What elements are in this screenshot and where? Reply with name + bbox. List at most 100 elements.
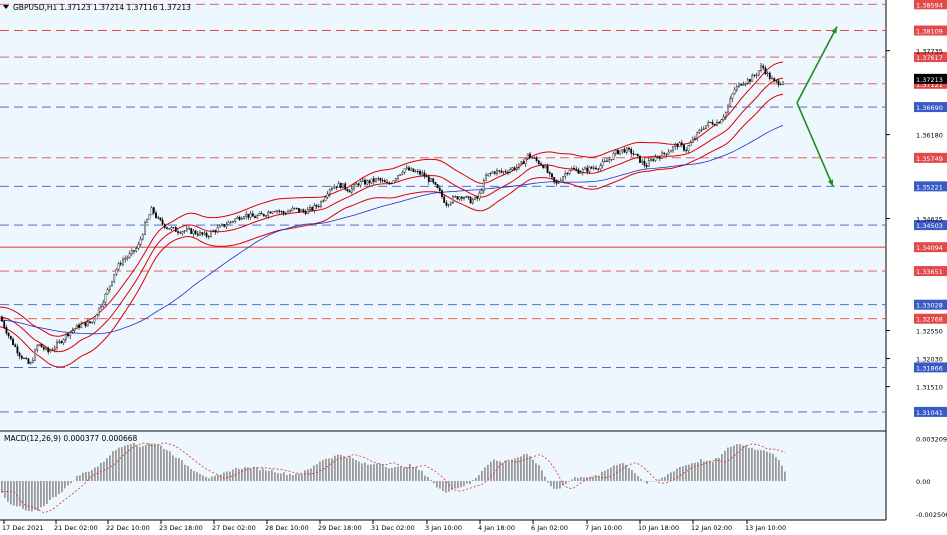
candle-body (212, 230, 215, 232)
macd-bar (325, 458, 327, 481)
candle-body (234, 218, 237, 222)
candle-body (592, 167, 595, 169)
macd-bar (37, 480, 39, 511)
macd-bar (517, 457, 519, 481)
candle-body (678, 142, 681, 148)
macd-bar (562, 480, 564, 486)
level-label: 1.31866 (916, 364, 943, 372)
candle-body (366, 180, 369, 185)
macd-bar (631, 470, 633, 481)
macd-bar (1, 480, 3, 493)
candle-body (749, 79, 751, 82)
macd-bar (508, 461, 510, 481)
macd-bar (76, 475, 78, 481)
candle-body (632, 153, 635, 155)
candle-body (36, 345, 39, 351)
macd-bar (727, 447, 729, 481)
macd-tick-label: 0.003209 (916, 436, 947, 444)
candle-body (181, 231, 184, 234)
macd-bar (247, 467, 249, 481)
macd-bar (571, 479, 573, 481)
level-label: 1.34503 (916, 222, 943, 230)
time-tick-label: 10 Jan 18:00 (638, 524, 679, 532)
macd-bar (376, 463, 378, 481)
macd-bar (682, 466, 684, 481)
candle-body (45, 347, 47, 350)
candle-body (504, 171, 507, 173)
candle-body (227, 221, 230, 225)
candle-body (705, 125, 707, 130)
level-label: 1.34094 (916, 244, 943, 252)
macd-bar (406, 467, 408, 481)
candle-body (755, 74, 758, 76)
candle-body (243, 216, 245, 219)
candle-body (696, 132, 699, 139)
macd-bar (670, 472, 672, 481)
candle-body (203, 232, 206, 235)
candle-body (291, 208, 294, 211)
candle-body (49, 350, 52, 353)
candle-body (408, 167, 410, 171)
chart-title: GBPUSD,H1 1.37123 1.37214 1.37116 1.3721… (13, 3, 191, 12)
macd-tick-label: 0.00 (916, 478, 930, 486)
candle-body (764, 67, 767, 75)
macd-bar (472, 480, 474, 481)
bearish-arrow-shaft (796, 102, 834, 187)
macd-bar (346, 457, 348, 481)
macd-bar (550, 480, 552, 487)
time-tick-label: 21 Dec 02:00 (54, 524, 98, 532)
candle-body (447, 204, 450, 206)
macd-bar (10, 480, 12, 505)
candle-body (500, 170, 503, 173)
candle-body (71, 330, 74, 333)
candle-body (210, 231, 212, 237)
candle-body (124, 258, 127, 260)
macd-bar (358, 461, 360, 481)
candle-body (256, 215, 259, 219)
candle-body (23, 357, 25, 359)
candle-body (311, 207, 314, 211)
macd-bar (256, 467, 258, 481)
macd-bar (334, 455, 336, 481)
macd-bar (106, 458, 108, 481)
candle-body (562, 176, 564, 181)
macd-bar (610, 467, 612, 481)
candle-body (779, 84, 782, 86)
candle-body (196, 233, 199, 236)
candle-body (680, 142, 683, 146)
macd-bar (70, 480, 72, 484)
macd-bar (16, 480, 18, 507)
time-tick-label: 22 Dec 10:00 (106, 524, 150, 532)
candle-body (282, 211, 285, 214)
candle-body (86, 321, 89, 327)
candle-body (513, 167, 516, 170)
candle-body (573, 168, 575, 170)
chart-header: GBPUSD,H1 1.37123 1.37214 1.37116 1.3721… (3, 3, 191, 12)
macd-bar (109, 455, 111, 481)
macd-bar (268, 470, 270, 481)
candle-body (430, 178, 432, 182)
macd-bar (136, 445, 138, 481)
macd-bar (613, 465, 615, 481)
candle-body (14, 344, 17, 347)
level-label: 1.37121 (916, 81, 943, 89)
candle-body (84, 322, 87, 327)
level-label: 1.33028 (916, 302, 943, 310)
macd-bar (436, 480, 438, 488)
candle-body (524, 158, 527, 165)
macd-bar (607, 469, 609, 481)
macd-bar (19, 480, 21, 507)
macd-bar (700, 459, 702, 481)
dropdown-triangle-icon[interactable] (3, 5, 9, 9)
macd-bar (94, 467, 96, 481)
candle-body (738, 83, 740, 87)
macd-bar (193, 471, 195, 481)
macd-bar (622, 463, 624, 481)
macd-bar (172, 455, 174, 481)
macd-bar (478, 475, 480, 481)
candle-body (170, 227, 173, 230)
candle-body (51, 349, 54, 351)
candle-body (5, 327, 8, 334)
candle-body (104, 293, 107, 303)
